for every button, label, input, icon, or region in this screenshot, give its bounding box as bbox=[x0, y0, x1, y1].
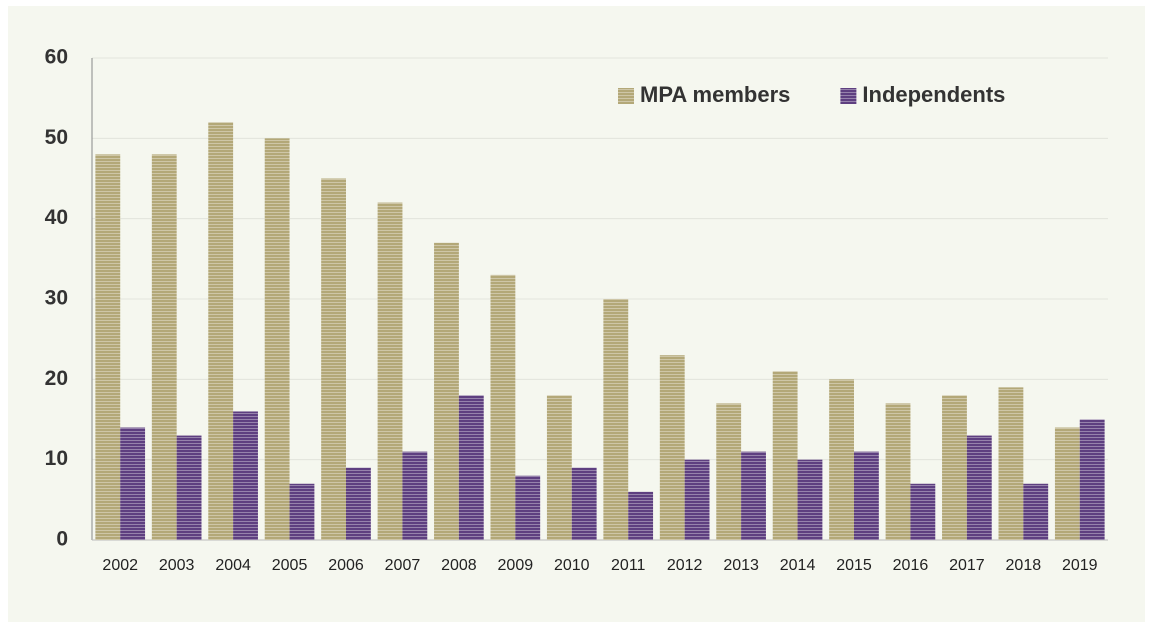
bar bbox=[95, 154, 121, 540]
x-tick-label: 2011 bbox=[611, 557, 646, 574]
bar bbox=[321, 178, 346, 540]
x-tick-label: 2012 bbox=[667, 557, 703, 574]
bar bbox=[120, 427, 146, 540]
bar bbox=[233, 411, 258, 540]
bar bbox=[684, 459, 710, 540]
bar bbox=[490, 274, 516, 540]
y-tick-label: 0 bbox=[56, 528, 68, 551]
bar bbox=[716, 403, 742, 540]
bar bbox=[434, 242, 459, 540]
bar bbox=[772, 371, 798, 540]
x-tick-label: 2008 bbox=[441, 557, 477, 574]
y-tick-label: 20 bbox=[45, 367, 68, 390]
bar bbox=[402, 451, 428, 540]
bar bbox=[910, 483, 936, 540]
bar bbox=[515, 475, 541, 540]
bar bbox=[546, 395, 572, 540]
y-tick-label: 30 bbox=[45, 287, 68, 310]
x-tick-label: 2017 bbox=[949, 557, 985, 574]
x-tick-label: 2010 bbox=[554, 557, 590, 574]
bar bbox=[264, 138, 290, 541]
bar bbox=[829, 379, 854, 540]
bar bbox=[628, 491, 654, 540]
bar bbox=[346, 467, 371, 540]
y-tick-label: 50 bbox=[45, 126, 68, 149]
bar bbox=[1079, 419, 1105, 540]
x-tick-label: 2018 bbox=[1006, 557, 1042, 574]
legend-swatch bbox=[840, 88, 857, 104]
bar bbox=[1023, 483, 1049, 540]
x-tick-label: 2013 bbox=[723, 557, 759, 574]
bar bbox=[289, 483, 315, 540]
bar bbox=[458, 395, 484, 540]
x-tick-label: 2006 bbox=[328, 557, 364, 574]
bar bbox=[854, 451, 879, 540]
x-tick-label: 2019 bbox=[1062, 557, 1098, 574]
legend-swatch bbox=[618, 88, 634, 104]
x-tick-label: 2007 bbox=[385, 557, 421, 574]
bar bbox=[1054, 427, 1080, 540]
x-tick-label: 2016 bbox=[893, 557, 929, 574]
bar bbox=[998, 387, 1024, 540]
bar bbox=[377, 202, 403, 540]
x-tick-label: 2015 bbox=[836, 557, 872, 574]
x-tick-label: 2002 bbox=[102, 557, 138, 574]
legend-label: Independents bbox=[862, 82, 1005, 107]
x-tick-label: 2003 bbox=[159, 557, 195, 574]
bar bbox=[966, 435, 992, 540]
y-tick-label: 60 bbox=[45, 46, 68, 69]
bar bbox=[571, 467, 597, 540]
bar bbox=[151, 154, 177, 540]
y-tick-label: 10 bbox=[45, 447, 68, 470]
bar bbox=[208, 122, 234, 541]
bar bbox=[942, 395, 967, 540]
y-tick-label: 40 bbox=[45, 206, 68, 229]
x-tick-label: 2005 bbox=[272, 557, 308, 574]
bar bbox=[741, 451, 766, 540]
x-tick-label: 2004 bbox=[215, 557, 251, 574]
x-tick-label: 2014 bbox=[780, 557, 816, 574]
legend-label: MPA members bbox=[640, 82, 790, 107]
bar bbox=[797, 459, 823, 540]
bar bbox=[603, 299, 629, 540]
x-tick-label: 2009 bbox=[498, 557, 534, 574]
bar bbox=[659, 355, 685, 540]
bar bbox=[885, 403, 911, 540]
bar bbox=[176, 435, 202, 540]
